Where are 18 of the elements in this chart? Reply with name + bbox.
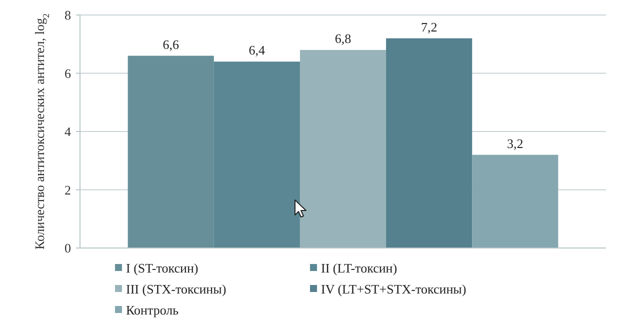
y-tick-label: 4 [64,124,72,140]
bar [386,38,472,248]
text: 7,2 [420,19,438,34]
legend-label: IV (LT+ST+STX-токсины) [321,282,466,297]
text: 3,2 [507,136,524,151]
text: 6,4 [248,42,266,58]
bar [300,50,386,248]
legend-label: II (LT-токсин) [321,260,398,276]
y-tick-label: 0 [64,240,71,256]
y-tick-label: 2 [64,182,71,198]
bar [472,154,558,248]
legend-label: Контроль [126,302,179,318]
legend-label: I (ST-токсин) [126,260,198,276]
y-tick-label: 8 [64,8,71,23]
legend-label: III (STX-токсины) [126,282,226,297]
text: 6,6 [162,36,179,52]
text: 6,8 [334,30,352,46]
y-tick-label: 6 [64,66,72,81]
